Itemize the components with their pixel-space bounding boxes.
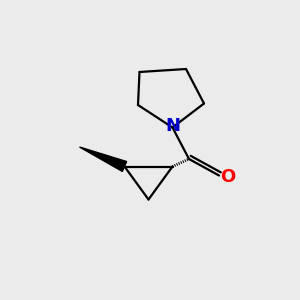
Text: N: N [165, 117, 180, 135]
Text: O: O [220, 168, 236, 186]
Polygon shape [80, 147, 127, 172]
